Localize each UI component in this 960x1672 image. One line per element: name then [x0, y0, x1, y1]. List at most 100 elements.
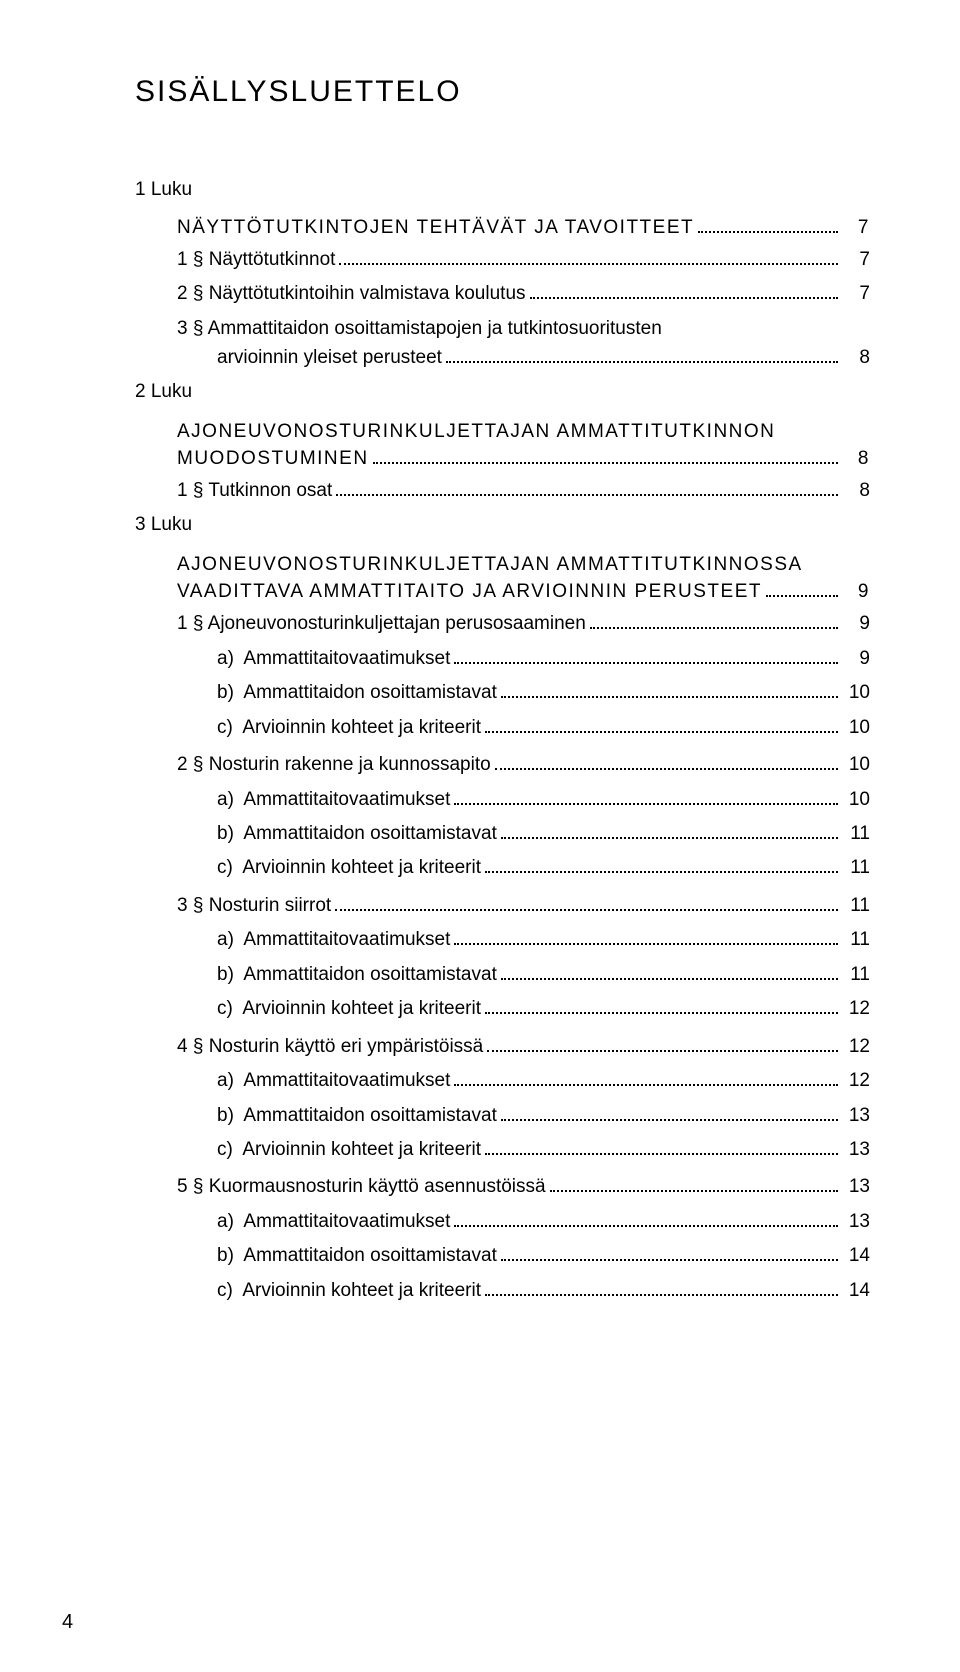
toc-entry: arvioinnin yleiset perusteet 8 [217, 343, 870, 372]
page-ref: 8 [842, 343, 870, 372]
toc-entry: b) Ammattitaidon osoittamistavat 11 [217, 960, 870, 989]
page-ref: 13 [842, 1207, 870, 1236]
toc-entry: 1 § Ajoneuvonosturinkuljettajan perusosa… [177, 609, 870, 638]
leader [485, 1153, 838, 1155]
toc-entry: a) Ammattitaitovaatimukset 9 [217, 644, 870, 673]
page-ref: 12 [842, 1066, 870, 1095]
leader [336, 494, 838, 496]
page-ref: 9 [842, 609, 870, 638]
entry-label: c) Arvioinnin kohteet ja kriteerit [217, 994, 481, 1023]
page-ref: 9 [842, 581, 870, 603]
entry-label: b) Ammattitaidon osoittamistavat [217, 1101, 497, 1130]
entry-label: b) Ammattitaidon osoittamistavat [217, 1241, 497, 1270]
leader [339, 263, 838, 265]
leader [454, 1084, 838, 1086]
chapter-2-title-b: MUODOSTUMINEN 8 [177, 448, 870, 470]
toc-entry: 2 § Näyttötutkintoihin valmistava koulut… [177, 279, 870, 308]
chapter-2-title-a: AJONEUVONOSTURINKULJETTAJAN AMMATTITUTKI… [177, 419, 870, 446]
toc-entry: b) Ammattitaidon osoittamistavat 13 [217, 1101, 870, 1130]
toc-entry-multiline: 3 § Ammattitaidon osoittamistapojen ja t… [177, 314, 870, 343]
chapter-1-title: NÄYTTÖTUTKINTOJEN TEHTÄVÄT JA TAVOITTEET… [177, 217, 870, 239]
leader [485, 731, 838, 733]
entry-label: c) Arvioinnin kohteet ja kriteerit [217, 1276, 481, 1305]
toc-entry: 4 § Nosturin käyttö eri ympäristöissä 12 [177, 1032, 870, 1061]
chapter-3-label: 3 Luku [135, 514, 870, 536]
page-ref: 7 [842, 245, 870, 274]
page-ref: 8 [842, 448, 870, 470]
toc-entry: a) Ammattitaitovaatimukset 13 [217, 1207, 870, 1236]
page-ref: 10 [842, 678, 870, 707]
page-ref: 11 [842, 925, 870, 954]
entry-label: b) Ammattitaidon osoittamistavat [217, 678, 497, 707]
leader [454, 1225, 838, 1227]
chapter-3-title-text: VAADITTAVA AMMATTITAITO JA ARVIOINNIN PE… [177, 581, 762, 603]
page-ref: 14 [842, 1276, 870, 1305]
leader [590, 627, 838, 629]
entry-label: c) Arvioinnin kohteet ja kriteerit [217, 853, 481, 882]
entry-label: 2 § Näyttötutkintoihin valmistava koulut… [177, 279, 526, 308]
entry-label: c) Arvioinnin kohteet ja kriteerit [217, 713, 481, 742]
toc-entry: a) Ammattitaitovaatimukset 12 [217, 1066, 870, 1095]
toc-entry: b) Ammattitaidon osoittamistavat 10 [217, 678, 870, 707]
toc-entry: c) Arvioinnin kohteet ja kriteerit 14 [217, 1276, 870, 1305]
leader [454, 662, 838, 664]
chapter-3-title-a: AJONEUVONOSTURINKULJETTAJAN AMMATTITUTKI… [177, 552, 870, 579]
chapter-2-label: 2 Luku [135, 381, 870, 403]
toc-entry: a) Ammattitaitovaatimukset 11 [217, 925, 870, 954]
toc-entry: 2 § Nosturin rakenne ja kunnossapito 10 [177, 750, 870, 779]
page-ref: 11 [842, 891, 870, 920]
page-ref: 10 [842, 713, 870, 742]
entry-label: a) Ammattitaitovaatimukset [217, 785, 450, 814]
toc-entry: c) Arvioinnin kohteet ja kriteerit 10 [217, 713, 870, 742]
leader [501, 1259, 838, 1261]
page-title: SISÄLLYSLUETTELO [135, 75, 870, 109]
entry-label: b) Ammattitaidon osoittamistavat [217, 819, 497, 848]
page-ref: 10 [842, 750, 870, 779]
entry-label: a) Ammattitaitovaatimukset [217, 644, 450, 673]
leader [495, 768, 838, 770]
chapter-1-label: 1 Luku [135, 179, 870, 201]
leader [501, 978, 838, 980]
page-ref: 14 [842, 1241, 870, 1270]
page-ref: 11 [842, 819, 870, 848]
page-number: 4 [62, 1611, 73, 1634]
leader [766, 595, 838, 597]
chapter-3-title-b: VAADITTAVA AMMATTITAITO JA ARVIOINNIN PE… [177, 581, 870, 603]
page-ref: 7 [842, 217, 870, 239]
chapter-1-title-text: NÄYTTÖTUTKINTOJEN TEHTÄVÄT JA TAVOITTEET [177, 217, 694, 239]
entry-label: 3 § Nosturin siirrot [177, 891, 331, 920]
entry-label: 1 § Tutkinnon osat [177, 476, 332, 505]
leader [501, 837, 838, 839]
leader [373, 462, 838, 464]
toc-entry: a) Ammattitaitovaatimukset 10 [217, 785, 870, 814]
page-ref: 7 [842, 279, 870, 308]
entry-label: a) Ammattitaitovaatimukset [217, 1207, 450, 1236]
toc-entry: b) Ammattitaidon osoittamistavat 11 [217, 819, 870, 848]
leader [550, 1190, 838, 1192]
toc-entry: 1 § Tutkinnon osat 8 [177, 476, 870, 505]
leader [530, 297, 838, 299]
toc-entry: 5 § Kuormausnosturin käyttö asennustöiss… [177, 1172, 870, 1201]
page-ref: 9 [842, 644, 870, 673]
toc-entry: c) Arvioinnin kohteet ja kriteerit 12 [217, 994, 870, 1023]
page-ref: 10 [842, 785, 870, 814]
entry-label: a) Ammattitaitovaatimukset [217, 1066, 450, 1095]
leader [446, 361, 838, 363]
entry-label: c) Arvioinnin kohteet ja kriteerit [217, 1135, 481, 1164]
leader [454, 943, 838, 945]
page-ref: 8 [842, 476, 870, 505]
leader [485, 1294, 838, 1296]
toc-entry: 3 § Nosturin siirrot 11 [177, 891, 870, 920]
leader [335, 909, 838, 911]
entry-label: 1 § Näyttötutkinnot [177, 245, 335, 274]
page-ref: 13 [842, 1172, 870, 1201]
toc-entry: b) Ammattitaidon osoittamistavat 14 [217, 1241, 870, 1270]
entry-label: 5 § Kuormausnosturin käyttö asennustöiss… [177, 1172, 546, 1201]
leader [454, 803, 838, 805]
leader [698, 231, 838, 233]
leader [487, 1050, 838, 1052]
leader [485, 871, 838, 873]
entry-label: 2 § Nosturin rakenne ja kunnossapito [177, 750, 491, 779]
entry-label: arvioinnin yleiset perusteet [217, 343, 442, 372]
leader [501, 696, 838, 698]
